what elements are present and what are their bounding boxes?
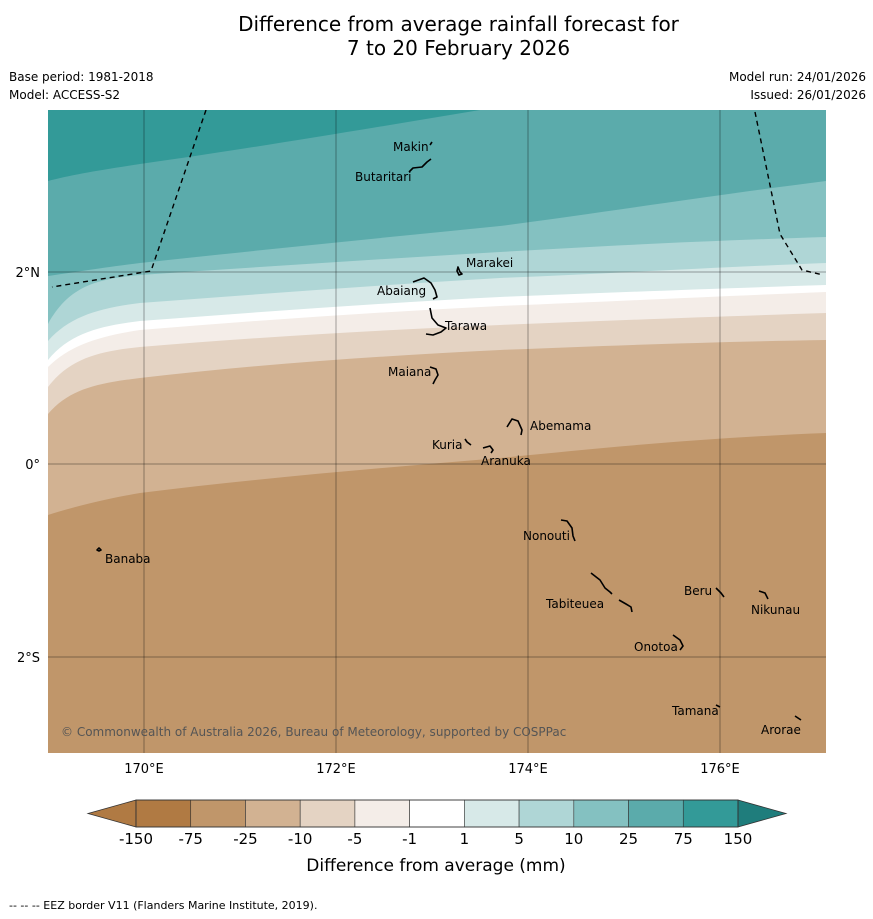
colorbar-extend-high — [737, 799, 788, 828]
colorbar-box — [628, 799, 684, 828]
colorbar-box — [573, 799, 629, 828]
colorbar-tick-label: 150 — [724, 830, 753, 848]
island-maiana — [429, 366, 439, 385]
colorbar-outline — [135, 799, 739, 828]
colorbar: -150 -75 -25 -10 -5 -1 1 5 10 25 75 150 Difference … — [86, 799, 788, 876]
model-run: Model run: 24/01/2026 — [728, 70, 866, 84]
colorbar-box — [135, 799, 192, 828]
band-wet-25 — [48, 110, 826, 276]
label-tabiteuea: Tabiteuea — [545, 597, 604, 611]
title-line-1: Difference from average rainfall forecas… — [238, 12, 679, 36]
label-marakei: Marakei — [466, 256, 513, 270]
colorbar-tick-label: 25 — [619, 830, 638, 848]
colorbar-box — [518, 799, 575, 828]
title-line-2: 7 to 20 February 2026 — [346, 36, 571, 60]
colorbar-tick-label: -5 — [347, 830, 362, 848]
island-labels: Makin Butaritari Marakei Abaiang Tarawa … — [105, 140, 801, 737]
colorbar-box — [464, 799, 520, 828]
label-tamana: Tamana — [671, 704, 719, 718]
island-makin — [429, 141, 433, 146]
label-beru: Beru — [684, 584, 712, 598]
base-period: Base period: 1981-2018 — [9, 70, 154, 84]
label-tarawa: Tarawa — [444, 319, 487, 333]
copyright-notice: © Commonwealth of Australia 2026, Bureau… — [61, 725, 566, 739]
label-abemama: Abemama — [530, 419, 591, 433]
label-nonouti: Nonouti — [523, 529, 570, 543]
colorbar-tick-label: -25 — [233, 830, 258, 848]
eez-footnote: -- -- -- EEZ border V11 (Flanders Marine… — [9, 899, 318, 912]
lat-label-2n: 2°N — [16, 266, 41, 281]
island-aranuka — [482, 445, 494, 454]
colorbar-tick-label: -1 — [402, 830, 417, 848]
island-onotoa — [672, 634, 684, 651]
colorbar-tick-label: 1 — [460, 830, 470, 848]
label-onotoa: Onotoa — [634, 640, 678, 654]
eez-border-east — [754, 111, 824, 276]
label-aranuka: Aranuka — [481, 454, 531, 468]
island-banaba — [96, 547, 102, 552]
longitude-labels: 170°E 172°E 174°E 176°E — [124, 762, 740, 777]
island-tabiteuea-south — [618, 599, 633, 613]
colorbar-tick-label: 10 — [564, 830, 583, 848]
colorbar-box — [682, 799, 739, 828]
lon-label-172e: 172°E — [316, 762, 356, 777]
colorbar-boxes — [135, 799, 739, 828]
colorbar-box — [245, 799, 301, 828]
island-beru — [715, 587, 725, 598]
contour-bands — [48, 110, 826, 753]
island-marakei — [456, 266, 463, 276]
colorbar-tick-label: 5 — [514, 830, 524, 848]
colorbar-tick-label: -150 — [119, 830, 153, 848]
colorbar-tick-label: -10 — [288, 830, 313, 848]
island-nonouti — [560, 519, 576, 542]
label-kuria: Kuria — [432, 438, 463, 452]
latitude-labels: 2°N 0° 2°S — [16, 266, 41, 666]
meta-right: Model run: 24/01/2026 Issued: 26/01/2026 — [729, 68, 866, 104]
colorbar-label: Difference from average (mm) — [306, 856, 565, 876]
lat-label-2s: 2°S — [17, 651, 40, 666]
island-abaiang — [412, 277, 438, 300]
island-coastlines — [96, 141, 802, 721]
lon-label-174e: 174°E — [508, 762, 548, 777]
lat-label-0: 0° — [25, 458, 40, 473]
label-butaritari: Butaritari — [355, 170, 412, 184]
colorbar-tick-label: 75 — [674, 830, 693, 848]
label-arorae: Arorae — [761, 723, 801, 737]
eez-border-west — [51, 110, 207, 288]
island-tamana — [715, 704, 721, 708]
graticule — [48, 110, 826, 753]
lon-label-176e: 176°E — [700, 762, 740, 777]
colorbar-box — [299, 799, 356, 828]
issued-date: Issued: 26/01/2026 — [750, 88, 866, 102]
island-abemama — [506, 418, 523, 436]
island-tarawa — [425, 307, 447, 336]
band-wet-75 — [48, 110, 480, 181]
colorbar-box — [190, 799, 246, 828]
island-tabiteuea-north — [590, 572, 613, 595]
island-butaritari — [408, 158, 432, 173]
label-maiana: Maiana — [388, 365, 431, 379]
colorbar-box — [409, 799, 465, 828]
meta-left: Base period: 1981-2018 Model: ACCESS-S2 — [9, 68, 154, 104]
colorbar-extend-low — [86, 799, 137, 828]
colorbar-tick-label: -75 — [178, 830, 203, 848]
colorbar-ticks: -150 -75 -25 -10 -5 -1 1 5 10 25 75 150 — [119, 830, 752, 848]
map-title: Difference from average rainfall forecas… — [0, 12, 873, 60]
island-nikunau — [758, 590, 769, 600]
eez-borders — [51, 110, 824, 288]
colorbar-box — [354, 799, 410, 828]
island-kuria — [464, 438, 472, 446]
label-abaiang: Abaiang — [377, 284, 426, 298]
label-nikunau: Nikunau — [751, 603, 800, 617]
label-banaba: Banaba — [105, 552, 151, 566]
lon-label-170e: 170°E — [124, 762, 164, 777]
label-makin: Makin — [393, 140, 429, 154]
island-arorae — [794, 715, 802, 721]
model-name: Model: ACCESS-S2 — [9, 88, 121, 102]
